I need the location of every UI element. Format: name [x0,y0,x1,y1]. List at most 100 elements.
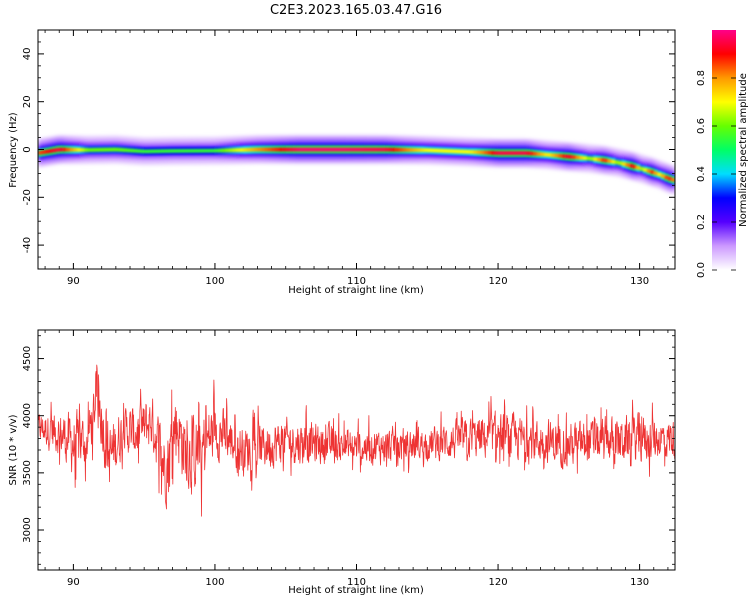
spectrogram-cell [207,148,213,153]
spectrogram-cell [604,158,609,163]
spectrogram-cell [455,149,460,154]
spectrogram-y-tick-label: 20 [22,95,33,108]
spectrogram-cell [536,152,542,156]
spectrogram-cell [98,147,103,152]
spectrogram-cell [501,151,506,155]
spectrogram-x-tick-label: 130 [630,276,649,287]
spectrogram-cell [229,148,234,153]
spectrogram-cell [108,147,113,152]
spectrogram-cell [632,164,637,169]
spectrogram-cell [101,147,106,152]
spectrogram-cell [76,147,82,152]
spectrogram-cell [519,151,524,155]
spectrogram-cell [250,147,255,152]
spectrogram-cell [158,149,163,154]
snr-x-axis-label: Height of straight line (km) [288,585,424,596]
snr-y-tick-label: 4000 [22,403,33,428]
colorbar-tick-label: 0.4 [696,166,707,182]
spectrogram-cell [59,147,64,152]
spectrogram-y-tick-label: 40 [22,48,33,61]
spectrogram-cell [437,148,443,153]
spectrogram-cell [398,147,404,152]
spectrogram-cell [338,147,343,152]
spectrogram-cell [275,147,280,152]
colorbar-gradient [712,30,736,270]
spectrogram-cell [306,147,312,152]
spectrogram-cell [335,147,340,152]
spectrogram-cell [667,176,673,181]
spectrogram-cell [66,147,71,152]
spectrogram-cell [554,153,559,158]
spectrogram-cell [590,156,595,161]
spectrogram-cell [494,151,499,155]
spectrogram-cell [126,148,131,153]
spectrogram-cell [413,148,418,152]
chart-title: C2E3.2023.165.03.47.G16 [270,3,442,18]
spectrogram-cell [551,153,556,158]
spectrogram-cell [257,147,262,152]
spectrogram-cell [151,149,156,154]
spectrogram-cell [130,148,135,153]
spectrogram-x-tick-label: 110 [347,276,366,287]
spectrogram-cell [204,148,209,153]
spectrogram-cell [349,147,354,152]
spectrogram-cell [529,151,535,156]
spectrogram-cell [381,147,386,152]
spectrogram-cell [664,175,669,180]
snr-panel: 90 100 110 120 130 3000 3500 4000 4500 Height o… [8,329,676,596]
spectrogram-cell [639,166,644,171]
spectrogram-cell [140,149,145,154]
snr-x-tick-label: 120 [489,577,508,588]
spectrogram-cell [409,148,414,152]
spectrogram-cell [239,148,244,152]
spectrogram-cell [483,150,489,155]
spectrogram-cell [427,148,432,153]
spectrogram-cell [377,147,382,152]
spectrogram-y-tick-label: -20 [22,189,33,205]
spectrogram-cell [391,147,397,152]
spectrogram-core-band [38,147,675,182]
spectrogram-cell [87,148,92,152]
spectrogram-cell [282,147,287,152]
spectrogram-cell [179,148,184,153]
spectrogram-cell [462,149,467,154]
spectrogram-cell [48,149,53,153]
spectrogram-cell [487,150,492,155]
spectrogram-cell [144,149,149,154]
colorbar-tick-label: 0.8 [696,70,707,86]
spectrogram-y-tick-label: -40 [22,237,33,253]
spectrogram-cell [183,148,188,153]
spectrogram-y-tick-label: 0 [22,146,33,152]
spectrogram-cell [650,170,655,174]
spectrogram-cell [540,152,545,157]
spectrogram-cell [299,147,305,152]
spectrogram-cell [370,147,375,152]
spectrogram-cell [211,148,216,153]
spectrogram-cell [264,147,269,152]
spectrogram-cell [607,159,612,164]
spectrogram-cell [80,147,85,152]
spectrogram-cell [222,148,227,153]
spectrogram-cell [611,159,616,164]
spectrogram-cell [621,162,627,166]
spectrogram-cell [285,147,290,152]
spectrogram-cell [345,147,351,152]
spectrogram-cell [579,155,584,160]
spectrogram-cell [526,151,531,156]
spectrogram-cell [260,147,266,152]
snr-y-tick-label: 3000 [22,517,33,542]
spectrogram-cell [646,169,651,173]
spectrogram-cell [533,151,538,156]
spectrogram-cell [331,147,336,152]
spectrogram-cell [214,148,220,153]
spectrogram-cell [268,147,273,152]
spectrogram-cell [303,147,308,152]
snr-x-tick-label: 110 [347,577,366,588]
spectrogram-cell [352,147,358,152]
spectrogram-cell [317,147,322,152]
spectrogram-cell [466,149,471,154]
colorbar-ticks: 0.0 0.2 0.4 0.6 0.8 [696,70,736,278]
snr-x-tick-label: 100 [205,577,224,588]
spectrogram-cell [653,171,658,176]
spectrogram-cell [671,178,675,182]
